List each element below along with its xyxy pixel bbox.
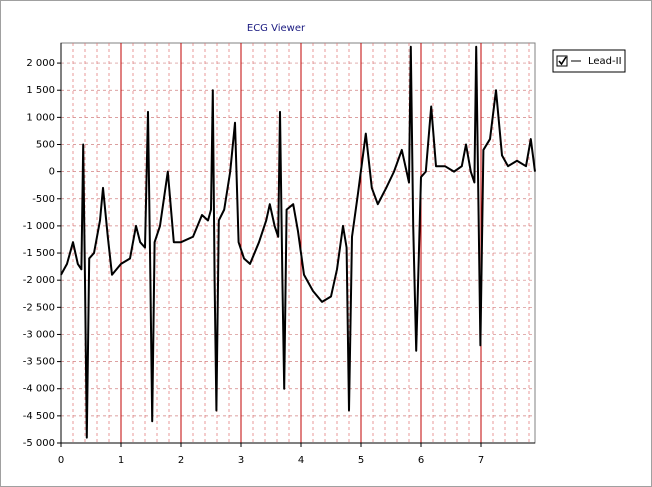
x-tick-label: 2 xyxy=(178,455,184,466)
ecg-line xyxy=(60,45,536,439)
legend-label: Lead-II xyxy=(588,56,622,67)
check-mark xyxy=(558,56,567,66)
y-tick-label: 1 500 xyxy=(26,85,55,96)
x-tick-label: 5 xyxy=(358,455,364,466)
legend-box xyxy=(552,49,626,73)
y-tick-label: -2 500 xyxy=(23,302,55,313)
x-tick-label: 3 xyxy=(238,455,244,466)
y-tick-label: 0 xyxy=(49,167,55,178)
y-tick-label: -3 500 xyxy=(23,357,55,368)
chart-title: ECG Viewer xyxy=(247,23,306,34)
y-tick-label: 2 000 xyxy=(26,58,55,69)
x-tick-label: 7 xyxy=(478,455,484,466)
y-tick-label: -500 xyxy=(32,194,55,205)
y-tick-label: -2 000 xyxy=(23,275,55,286)
y-tick-label: 500 xyxy=(36,139,55,150)
y-tick-label: 1 000 xyxy=(26,112,55,123)
x-tick-label: 0 xyxy=(58,455,64,466)
x-tick-label: 6 xyxy=(418,455,424,466)
y-tick-label: -1 500 xyxy=(23,248,55,259)
y-tick-label: -3 000 xyxy=(23,329,55,340)
y-tick-label: -4 500 xyxy=(23,411,55,422)
y-tick-label: -5 000 xyxy=(23,438,55,449)
legend[interactable]: Lead-II xyxy=(552,49,626,73)
y-tick-label: -4 000 xyxy=(23,384,55,395)
y-tick-label: -1 000 xyxy=(23,221,55,232)
x-tick-label: 4 xyxy=(298,455,304,466)
x-tick-label: 1 xyxy=(118,455,124,466)
legend-checkbox[interactable] xyxy=(556,55,568,67)
